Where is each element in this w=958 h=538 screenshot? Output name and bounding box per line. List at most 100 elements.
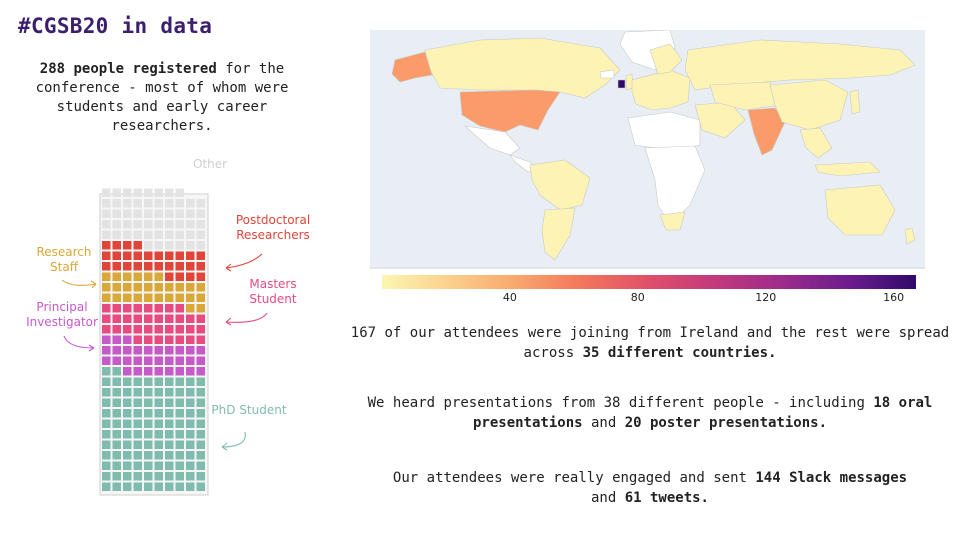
- waffle-cell: [196, 304, 205, 313]
- waffle-cell: [112, 419, 121, 428]
- waffle-cell: [175, 377, 184, 386]
- waffle-cell: [196, 409, 205, 418]
- waffle-cell: [102, 461, 111, 470]
- waffle-cell: [175, 356, 184, 365]
- waffle-cell: [102, 262, 111, 271]
- country-china: [769, 79, 849, 131]
- stat-tweets-bold: 61 tweets.: [624, 489, 709, 506]
- waffle-cell: [165, 440, 174, 449]
- waffle-cell: [102, 188, 111, 197]
- intro-rest: for the conference - most of whom were s…: [35, 61, 289, 134]
- waffle-cell: [112, 461, 121, 470]
- waffle-cell: [144, 209, 153, 218]
- waffle-cell: [186, 325, 195, 334]
- waffle-cell: [175, 304, 184, 313]
- waffle-cell: [175, 188, 184, 197]
- waffle-cell: [165, 367, 174, 376]
- waffle-cell: [102, 241, 111, 250]
- waffle-cell: [112, 293, 121, 302]
- waffle-label: Masters Student: [249, 277, 297, 306]
- waffle-cell: [102, 304, 111, 313]
- waffle-cell: [144, 262, 153, 271]
- colorbar: [382, 275, 916, 289]
- waffle-arrow: [225, 312, 268, 326]
- waffle-cell: [186, 293, 195, 302]
- waffle-cell: [196, 335, 205, 344]
- waffle-cell: [102, 209, 111, 218]
- waffle-cell: [123, 209, 132, 218]
- waffle-cell: [175, 409, 184, 418]
- waffle-cell: [133, 472, 142, 481]
- waffle-cell: [112, 482, 121, 491]
- waffle-cell: [102, 251, 111, 260]
- waffle-cell: [112, 472, 121, 481]
- waffle-cell: [123, 356, 132, 365]
- waffle-cell: [123, 272, 132, 281]
- waffle-cell: [165, 388, 174, 397]
- waffle-cell: [102, 451, 111, 460]
- waffle-cell: [186, 451, 195, 460]
- waffle-cell: [196, 262, 205, 271]
- country-india: [747, 107, 786, 156]
- stat-countries: 167 of our attendees were joining from I…: [350, 324, 950, 363]
- stat-countries-bold: 35 different countries.: [582, 344, 777, 361]
- waffle-cell: [154, 409, 163, 418]
- waffle-cell: [175, 325, 184, 334]
- stat-poster-bold: 20 poster presentations.: [624, 414, 828, 431]
- waffle-cell: [175, 293, 184, 302]
- country-south-am-s: [541, 207, 576, 261]
- waffle-cell: [133, 482, 142, 491]
- waffle-cell: [112, 272, 121, 281]
- waffle-cell: [165, 209, 174, 218]
- waffle-cell: [186, 314, 195, 323]
- waffle-cell: [112, 209, 121, 218]
- waffle-cell: [165, 430, 174, 439]
- waffle-cell: [123, 230, 132, 239]
- country-usa: [459, 89, 561, 133]
- waffle-cell: [154, 241, 163, 250]
- waffle-cell: [112, 451, 121, 460]
- stat-engagement: Our attendees were really engaged and se…: [380, 469, 920, 508]
- waffle-cell: [196, 472, 205, 481]
- waffle-cell: [123, 482, 132, 491]
- colorbar-tick: 80: [630, 291, 645, 304]
- waffle-cell: [196, 293, 205, 302]
- waffle-cell: [112, 367, 121, 376]
- waffle-cell: [144, 304, 153, 313]
- waffle-cell: [175, 220, 184, 229]
- stat-engaged-text: Our attendees were really engaged and se…: [392, 470, 756, 486]
- waffle-cell: [133, 199, 142, 208]
- waffle-cell: [144, 440, 153, 449]
- waffle-cell: [144, 335, 153, 344]
- waffle-cell: [133, 430, 142, 439]
- waffle-cell: [123, 220, 132, 229]
- waffle-cell: [175, 367, 184, 376]
- waffle-cell: [154, 262, 163, 271]
- waffle-cell: [133, 335, 142, 344]
- waffle-cell: [112, 241, 121, 250]
- waffle-cell: [133, 398, 142, 407]
- waffle-cell: [196, 398, 205, 407]
- country-alaska: [391, 51, 433, 83]
- waffle-cell: [196, 220, 205, 229]
- waffle-cell: [144, 377, 153, 386]
- country-australia: [824, 184, 896, 236]
- waffle-cell: [102, 419, 111, 428]
- waffle-cell: [123, 440, 132, 449]
- waffle-cell: [123, 451, 132, 460]
- waffle-cell: [175, 451, 184, 460]
- waffle-cell: [102, 388, 111, 397]
- waffle-cell: [102, 482, 111, 491]
- waffle-cell: [102, 272, 111, 281]
- waffle-cell: [123, 335, 132, 344]
- waffle-cell: [154, 188, 163, 197]
- waffle-cell: [112, 346, 121, 355]
- waffle-cell: [196, 377, 205, 386]
- waffle-cell: [133, 188, 142, 197]
- country-antarctica: [370, 267, 925, 269]
- waffle-cell: [154, 325, 163, 334]
- waffle-cell: [196, 283, 205, 292]
- waffle-cell: [186, 419, 195, 428]
- waffle-cell: [133, 272, 142, 281]
- waffle-cell: [165, 293, 174, 302]
